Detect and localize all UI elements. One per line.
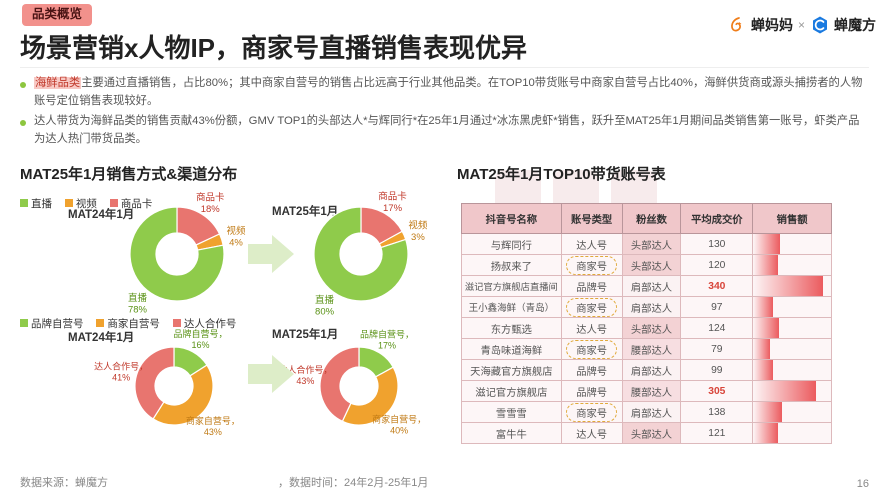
- svg-text:品牌自营号，: 品牌自营号，: [173, 328, 227, 339]
- svg-text:43%: 43%: [204, 427, 222, 437]
- svg-text:40%: 40%: [390, 426, 408, 436]
- svg-text:17%: 17%: [378, 341, 396, 351]
- svg-text:3%: 3%: [411, 232, 425, 243]
- svg-text:商品卡: 商品卡: [378, 191, 407, 203]
- svg-text:直播: 直播: [315, 294, 335, 306]
- svg-text:视频: 视频: [408, 219, 428, 231]
- svg-text:商家自营号，: 商家自营号，: [186, 415, 240, 426]
- svg-text:41%: 41%: [112, 373, 130, 383]
- svg-text:商家自营号，: 商家自营号，: [372, 414, 426, 425]
- svg-text:品牌自营号，: 品牌自营号，: [360, 329, 414, 340]
- svg-text:17%: 17%: [383, 203, 403, 214]
- svg-text:43%: 43%: [296, 376, 314, 386]
- svg-text:直播: 直播: [128, 292, 148, 304]
- svg-text:16%: 16%: [191, 340, 209, 350]
- svg-text:达人合作号，: 达人合作号，: [94, 361, 148, 372]
- svg-text:视频: 视频: [226, 225, 246, 237]
- svg-text:18%: 18%: [201, 204, 221, 215]
- svg-text:4%: 4%: [229, 237, 243, 248]
- svg-text:商品卡: 商品卡: [196, 192, 225, 204]
